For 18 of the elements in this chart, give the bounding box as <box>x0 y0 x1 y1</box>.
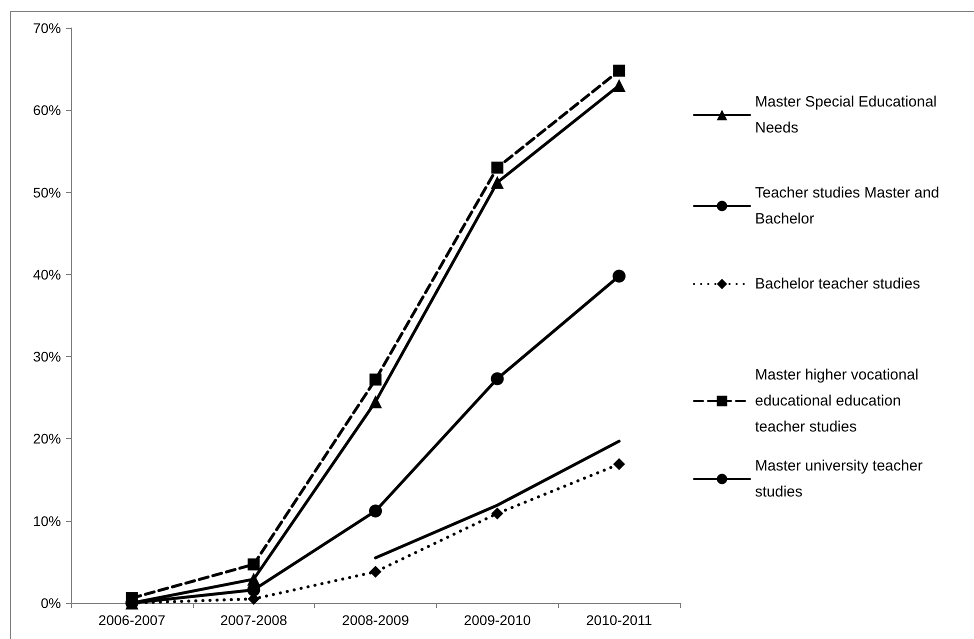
x-tick-label: 2008-2009 <box>342 612 410 628</box>
y-tick-label: 50% <box>32 184 61 200</box>
legend-label: Master higher vocational educational education teacher studies <box>755 366 923 436</box>
y-tick-label: 0% <box>40 595 61 611</box>
y-tick-label: 40% <box>32 266 61 282</box>
y-tick-label: 70% <box>32 20 61 36</box>
x-tick-label: 2007-2008 <box>220 612 288 628</box>
y-tick-label: 60% <box>32 102 61 118</box>
legend-label: Bachelor teacher studies <box>755 276 920 292</box>
y-tick-label: 30% <box>32 348 61 365</box>
y-tick-label: 20% <box>32 430 61 447</box>
x-tick-label: 2010-2011 <box>586 612 652 628</box>
y-tick-label: 10% <box>32 512 61 529</box>
x-tick-label: 2006-2007 <box>98 612 166 628</box>
x-tick-label: 2009-2010 <box>464 612 531 628</box>
legend-label: Master university teacher studies <box>755 458 927 500</box>
legend-label: Teacher studies Master and Bachelor <box>755 184 944 228</box>
legend-label: Master Special Educational Needs <box>755 94 941 136</box>
